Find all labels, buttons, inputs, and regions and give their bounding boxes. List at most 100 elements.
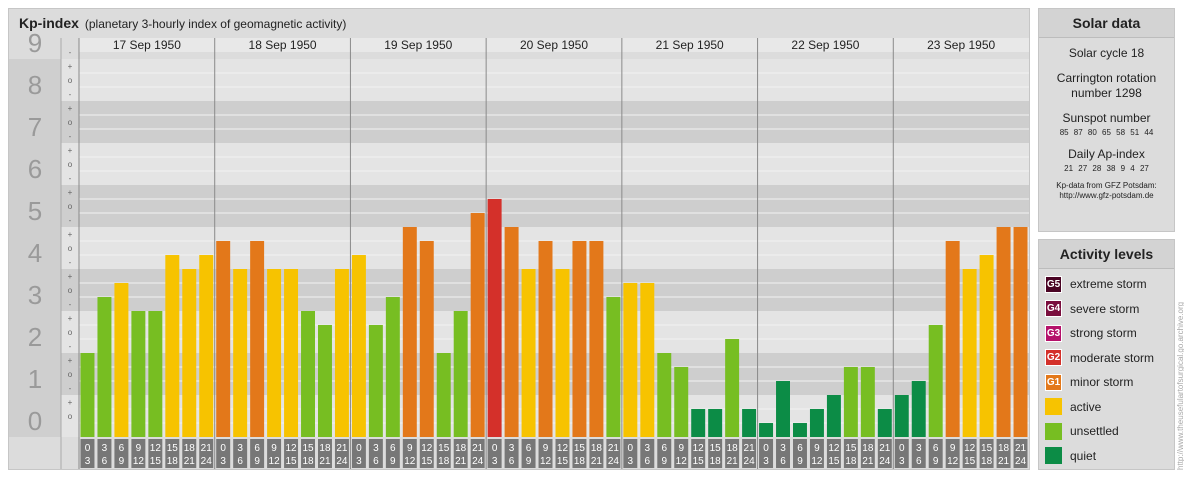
interval-box xyxy=(368,439,383,468)
y-sub-tick: + xyxy=(68,314,73,323)
kp-bar xyxy=(640,282,655,437)
interval-box xyxy=(250,439,265,468)
interval-end-label: 12 xyxy=(133,456,145,467)
interval-end-label: 24 xyxy=(879,456,891,467)
kp-bar xyxy=(945,240,960,437)
interval-end-label: 6 xyxy=(102,456,108,467)
interval-end-label: 15 xyxy=(693,456,705,467)
activity-swatch: G5 xyxy=(1045,275,1062,293)
interval-box xyxy=(759,439,774,468)
kp-bar xyxy=(962,269,977,437)
interval-box xyxy=(894,439,909,468)
data-credit-link[interactable]: http://www.gfz-potsdam.de xyxy=(1059,191,1154,200)
interval-start-label: 9 xyxy=(814,443,820,454)
kp-bar xyxy=(979,255,994,437)
interval-start-label: 12 xyxy=(828,443,840,454)
y-sub-tick: - xyxy=(69,174,72,183)
kp-bar xyxy=(368,324,383,437)
y-sub-tick: - xyxy=(69,342,72,351)
interval-box xyxy=(436,439,451,468)
interval-end-label: 18 xyxy=(710,456,722,467)
kp-bar xyxy=(826,395,841,437)
interval-box xyxy=(657,439,672,468)
day-header-row xyxy=(79,38,1029,52)
activity-level-label: extreme storm xyxy=(1070,277,1147,291)
y-tick-label: 4 xyxy=(28,238,42,268)
activity-level-label: strong storm xyxy=(1070,326,1137,340)
kp-bar xyxy=(148,311,163,437)
interval-box xyxy=(691,439,706,468)
y-sub-tick: + xyxy=(68,188,73,197)
y-tick-label: 0 xyxy=(28,406,42,436)
activity-level-moderate-storm: G2 moderate storm xyxy=(1045,348,1154,368)
day-label: 23 Sep 1950 xyxy=(927,38,995,52)
kp-bar xyxy=(606,297,621,437)
interval-box xyxy=(538,439,553,468)
kp-bar xyxy=(199,255,214,437)
interval-start-label: 15 xyxy=(574,443,586,454)
kp-bar xyxy=(114,282,129,437)
interval-box xyxy=(182,439,197,468)
interval-end-label: 15 xyxy=(285,456,297,467)
kp-bar xyxy=(623,282,638,437)
interval-end-label: 18 xyxy=(981,456,993,467)
interval-start-label: 12 xyxy=(150,443,162,454)
kp-bar xyxy=(776,381,790,437)
interval-end-label: 9 xyxy=(390,456,396,467)
interval-box xyxy=(962,439,977,468)
interval-start-label: 9 xyxy=(407,443,413,454)
interval-end-label: 6 xyxy=(916,456,922,467)
activity-level-label: quiet xyxy=(1070,448,1097,463)
interval-start-label: 12 xyxy=(693,443,705,454)
interval-box xyxy=(606,439,621,468)
interval-end-label: 21 xyxy=(862,456,874,467)
carrington-rotation-number: number 1298 xyxy=(1071,86,1142,100)
y-sub-tick: - xyxy=(69,384,72,393)
y-sub-tick: - xyxy=(69,216,72,225)
interval-end-label: 24 xyxy=(336,456,348,467)
interval-box xyxy=(419,439,434,468)
interval-end-label: 21 xyxy=(184,456,196,467)
interval-start-label: 15 xyxy=(302,443,314,454)
interval-end-label: 24 xyxy=(608,456,620,467)
interval-box xyxy=(911,439,926,468)
interval-start-label: 9 xyxy=(950,443,956,454)
interval-start-label: 6 xyxy=(119,443,125,454)
interval-end-label: 12 xyxy=(269,456,281,467)
interval-start-label: 6 xyxy=(797,443,803,454)
y-sub-tick: - xyxy=(69,300,72,309)
activity-swatch: G1 xyxy=(1045,373,1062,391)
kp-bar xyxy=(318,324,332,437)
interval-box xyxy=(334,439,349,468)
interval-start-label: 18 xyxy=(862,443,874,454)
interval-box xyxy=(742,439,757,468)
interval-end-label: 15 xyxy=(828,456,840,467)
interval-start-label: 9 xyxy=(543,443,549,454)
y-sub-tick: - xyxy=(69,90,72,99)
interval-start-label: 6 xyxy=(933,443,939,454)
y-axis-column xyxy=(9,59,61,437)
interval-start-label: 9 xyxy=(678,443,684,454)
interval-end-label: 18 xyxy=(167,456,179,467)
interval-end-label: 24 xyxy=(1015,456,1027,467)
interval-box xyxy=(572,439,587,468)
interval-end-label: 21 xyxy=(455,456,467,467)
activity-levels-title: Activity levels xyxy=(1039,240,1174,269)
interval-end-label: 24 xyxy=(201,456,213,467)
y-sub-tick: o xyxy=(68,328,73,337)
interval-box xyxy=(793,439,807,468)
interval-start-label: 18 xyxy=(998,443,1010,454)
kp-bar xyxy=(351,255,366,437)
activity-swatch: G2 xyxy=(1045,349,1062,366)
y-tick-label: 2 xyxy=(28,322,42,352)
activity-level-label: moderate storm xyxy=(1070,350,1155,365)
interval-start-label: 12 xyxy=(557,443,569,454)
interval-end-label: 12 xyxy=(676,456,688,467)
activity-levels-panel: Activity levels G5 extreme storm G4 severe … xyxy=(1038,239,1175,470)
interval-box xyxy=(351,439,366,468)
activity-level-extreme-storm: G5 extreme storm xyxy=(1045,274,1147,294)
kp-bar xyxy=(674,366,689,437)
interval-box xyxy=(216,439,231,468)
kp-bar xyxy=(708,408,723,437)
day-label: 22 Sep 1950 xyxy=(791,38,859,52)
